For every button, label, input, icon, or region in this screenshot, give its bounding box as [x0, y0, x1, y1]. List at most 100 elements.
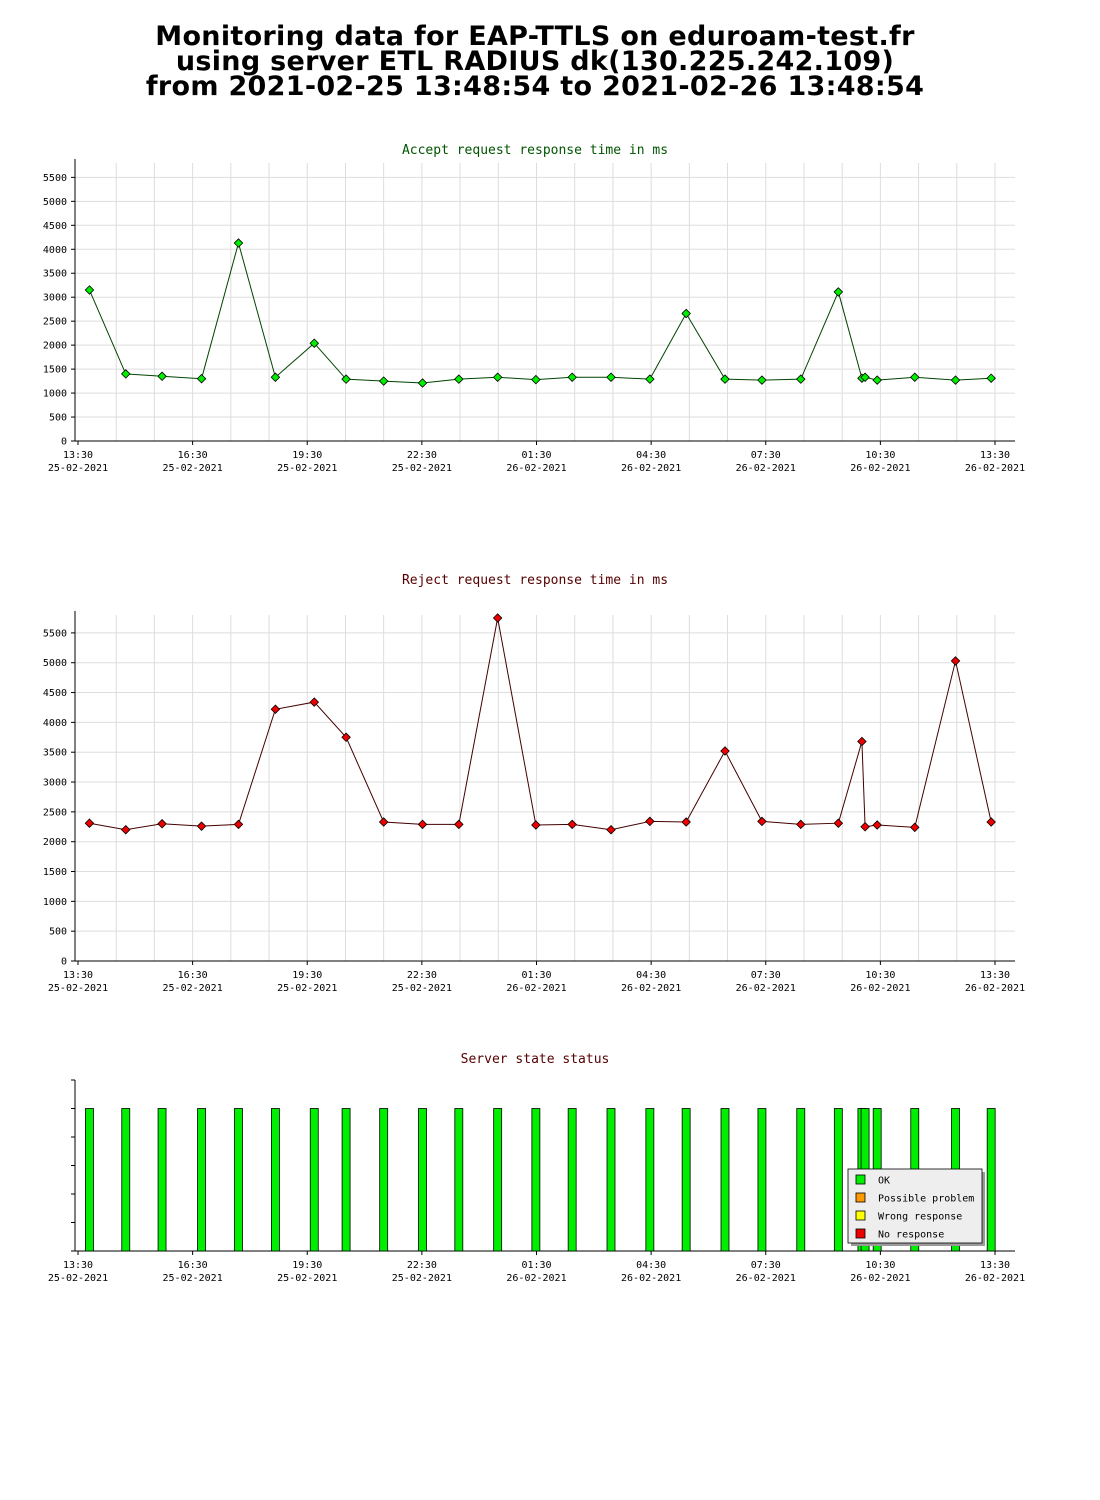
x-tick-date: 25-02-2021: [163, 983, 223, 994]
data-point: [950, 656, 961, 666]
status-bar: [567, 1108, 577, 1252]
status-bar: [157, 1108, 167, 1252]
data-point: [860, 822, 870, 832]
x-tick-date: 25-02-2021: [48, 983, 108, 994]
data-point: [531, 820, 541, 830]
y-tick-label: 4500: [43, 221, 67, 232]
data-point: [860, 372, 870, 383]
data-point: [796, 374, 806, 384]
data-point: [417, 819, 428, 830]
data-point: [567, 819, 577, 830]
data-point: [606, 372, 616, 383]
status-bar: [121, 1108, 131, 1252]
y-tick-label: 500: [49, 927, 67, 938]
x-tick-date: 26-02-2021: [850, 1273, 910, 1284]
y-tick-label: 1000: [43, 389, 67, 400]
data-point: [950, 375, 961, 385]
x-tick-time: 22:30: [407, 1260, 437, 1271]
y-tick-label: 5500: [43, 173, 67, 184]
data-point: [157, 371, 167, 382]
x-tick-time: 16:30: [178, 1260, 208, 1271]
data-point: [454, 374, 464, 384]
data-point: [84, 285, 95, 295]
y-tick-label: 1500: [43, 365, 67, 376]
x-tick-time: 22:30: [407, 970, 437, 981]
y-tick-label: 0: [61, 957, 67, 968]
title-line-3: from 2021-02-25 13:48:54 to 2021-02-26 1…: [145, 71, 925, 102]
x-tick-date: 26-02-2021: [506, 463, 566, 474]
y-tick-label: 1500: [43, 867, 67, 878]
status-bar: [197, 1108, 206, 1252]
data-point: [157, 819, 167, 829]
data-point: [270, 704, 281, 715]
status-bar: [341, 1108, 351, 1252]
x-tick-date: 25-02-2021: [163, 1273, 223, 1284]
accept-response-chart: Accept request response time in ms 0 500 1…: [43, 143, 1025, 474]
x-tick-date: 25-02-2021: [163, 463, 223, 474]
y-tick-label: 4000: [43, 718, 67, 729]
x-tick-time: 04:30: [636, 970, 666, 981]
x-tick-date: 25-02-2021: [392, 1273, 452, 1284]
chart-title: Reject request response time in ms: [402, 573, 668, 588]
x-tick-date: 26-02-2021: [965, 463, 1025, 474]
y-tick-label: 5000: [43, 658, 67, 669]
x-tick-date: 26-02-2021: [736, 1273, 796, 1284]
status-bar: [833, 1108, 843, 1252]
y-tick-label: 500: [49, 413, 67, 424]
x-tick-time: 19:30: [292, 970, 322, 981]
data-point: [986, 817, 996, 827]
data-point: [378, 376, 389, 386]
x-tick-time: 16:30: [178, 450, 208, 461]
chart-title: Accept request response time in ms: [402, 143, 668, 158]
data-point: [309, 338, 320, 348]
data-point: [720, 746, 730, 756]
legend-swatch: [855, 1192, 866, 1203]
y-tick-label: 3000: [43, 293, 67, 304]
y-tick-label: 2500: [43, 317, 67, 328]
title-line-1: Monitoring data for EAP-TTLS on eduroam-…: [155, 21, 915, 52]
x-tick-date: 25-02-2021: [48, 1273, 108, 1284]
x-tick-time: 04:30: [636, 1260, 666, 1271]
status-bar: [796, 1108, 806, 1252]
y-tick-label: 2000: [43, 837, 67, 848]
status-bar: [681, 1108, 691, 1252]
data-point: [757, 375, 767, 385]
y-tick-label: 5500: [43, 628, 67, 639]
x-tick-date: 26-02-2021: [621, 463, 681, 474]
data-point: [872, 375, 882, 385]
data-point: [270, 372, 281, 383]
x-tick-time: 04:30: [636, 450, 666, 461]
x-tick-time: 19:30: [292, 1260, 322, 1271]
status-bar: [379, 1108, 389, 1252]
x-tick-date: 26-02-2021: [965, 983, 1025, 994]
status-bar: [531, 1108, 541, 1252]
x-tick-time: 07:30: [751, 1260, 781, 1271]
x-tick-date: 26-02-2021: [506, 983, 566, 994]
data-point: [120, 369, 131, 379]
legend-label: Wrong response: [878, 1212, 962, 1223]
legend-label: OK: [878, 1176, 890, 1187]
data-point: [84, 818, 95, 828]
data-point: [309, 697, 320, 707]
status-bar: [271, 1108, 280, 1252]
y-tick-label: 5000: [43, 197, 67, 208]
y-tick-label: 0: [61, 437, 67, 448]
data-point: [909, 372, 920, 383]
data-point: [681, 817, 691, 827]
x-tick-time: 13:30: [980, 970, 1010, 981]
y-tick-label: 1000: [43, 897, 67, 908]
x-tick-date: 25-02-2021: [277, 1273, 337, 1284]
x-tick-time: 01:30: [521, 450, 551, 461]
x-tick-time: 22:30: [407, 450, 437, 461]
series-line: [89, 241, 992, 384]
data-point: [492, 613, 503, 623]
server-status-chart: Server state status 13:30 25-02-2021 16:30…: [48, 1052, 1025, 1284]
x-tick-date: 26-02-2021: [965, 1273, 1025, 1284]
status-bar: [757, 1108, 767, 1252]
x-tick-time: 19:30: [292, 450, 322, 461]
x-tick-date: 25-02-2021: [392, 463, 452, 474]
x-tick-time: 01:30: [521, 970, 551, 981]
y-tick-label: 2500: [43, 807, 67, 818]
x-tick-date: 26-02-2021: [736, 983, 796, 994]
data-point: [757, 816, 767, 827]
